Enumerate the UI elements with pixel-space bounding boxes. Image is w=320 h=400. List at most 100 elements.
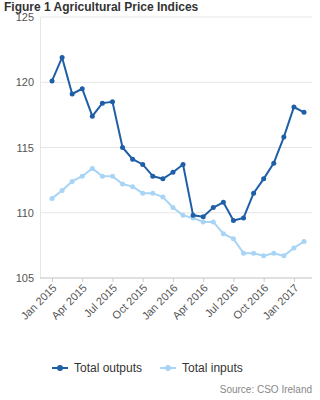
series-line: [52, 57, 304, 220]
point: [130, 157, 135, 162]
point: [302, 239, 307, 244]
x-tick: Apr 2016: [170, 278, 210, 322]
point: [80, 86, 85, 91]
point: [90, 166, 95, 171]
point: [261, 176, 266, 181]
point: [181, 213, 186, 218]
legend-label: Total outputs: [74, 361, 142, 375]
y-tick-label: 110: [16, 207, 34, 219]
grid-line: [40, 212, 312, 213]
x-tick-mark: [173, 278, 174, 282]
point: [170, 170, 175, 175]
legend-label: Total inputs: [182, 361, 243, 375]
point: [251, 191, 256, 196]
x-axis-line: [40, 278, 312, 279]
point: [120, 145, 125, 150]
legend-marker: [57, 365, 63, 371]
point: [60, 55, 65, 60]
grid-line: [40, 82, 312, 83]
y-tick-label: 120: [16, 76, 34, 88]
grid-line: [40, 147, 312, 148]
y-tick: 115: [16, 142, 40, 154]
point: [241, 251, 246, 256]
point: [231, 218, 236, 223]
y-tick-label: 125: [16, 11, 34, 23]
point: [50, 196, 55, 201]
point: [160, 195, 165, 200]
series: [50, 55, 307, 223]
x-tick-mark: [203, 278, 204, 282]
source: Source: CSO Ireland: [220, 384, 312, 395]
point: [302, 110, 307, 115]
point: [221, 200, 226, 205]
point: [281, 253, 286, 258]
y-tick: 110: [16, 207, 40, 219]
y-tick: 105: [16, 272, 40, 284]
series-line: [52, 168, 304, 255]
point: [90, 114, 95, 119]
point: [241, 215, 246, 220]
x-tick-label: Apr 2016: [170, 282, 210, 322]
point: [211, 205, 216, 210]
x-tick-mark: [233, 278, 234, 282]
point: [100, 101, 105, 106]
point: [181, 162, 186, 167]
series: [50, 166, 307, 258]
point: [261, 253, 266, 258]
grid-line: [40, 17, 312, 18]
y-tick: 125: [16, 11, 40, 23]
point: [140, 162, 145, 167]
point: [150, 174, 155, 179]
x-tick: Apr 2015: [49, 278, 89, 322]
point: [281, 135, 286, 140]
point: [80, 174, 85, 179]
point: [130, 184, 135, 189]
x-tick-mark: [143, 278, 144, 282]
legend-marker: [165, 365, 171, 371]
point: [191, 213, 196, 218]
legend-item: Total inputs: [160, 361, 243, 375]
point: [110, 174, 115, 179]
point: [150, 191, 155, 196]
point: [271, 161, 276, 166]
point: [50, 78, 55, 83]
chart: Figure 1 Agricultural Price Indices10511…: [0, 0, 320, 400]
point: [100, 174, 105, 179]
legend-item: Total outputs: [52, 361, 142, 375]
x-tick-mark: [294, 278, 295, 282]
point: [211, 219, 216, 224]
point: [140, 191, 145, 196]
point: [70, 91, 75, 96]
point: [60, 188, 65, 193]
x-tick-mark: [112, 278, 113, 282]
point: [271, 251, 276, 256]
grid: [40, 17, 312, 278]
x-tick-mark: [82, 278, 83, 282]
point: [170, 205, 175, 210]
plot-area: [50, 55, 307, 258]
point: [251, 251, 256, 256]
y-tick-label: 115: [16, 142, 34, 154]
x-tick-mark: [264, 278, 265, 282]
point: [231, 236, 236, 241]
point: [160, 176, 165, 181]
point: [291, 245, 296, 250]
x-tick-label: Jan 2017: [260, 282, 300, 322]
legend: Total outputs Total inputs: [52, 361, 243, 375]
y-tick: 120: [16, 76, 40, 88]
point: [120, 182, 125, 187]
x-tick-label: Apr 2015: [49, 282, 89, 322]
point: [201, 214, 206, 219]
y-tick-label: 105: [16, 272, 34, 284]
grid-line: [40, 278, 312, 279]
y-axis: 105 110 115 120 125: [16, 11, 41, 284]
x-axis: Jan 2015Apr 2015Jul 2015Oct 2015Jan 2016…: [18, 278, 312, 322]
point: [201, 219, 206, 224]
point: [221, 231, 226, 236]
point: [291, 105, 296, 110]
x-tick: Jan 2017: [260, 278, 300, 322]
point: [70, 179, 75, 184]
point: [110, 99, 115, 104]
y-axis-line: [40, 18, 41, 279]
x-tick-mark: [52, 278, 53, 282]
